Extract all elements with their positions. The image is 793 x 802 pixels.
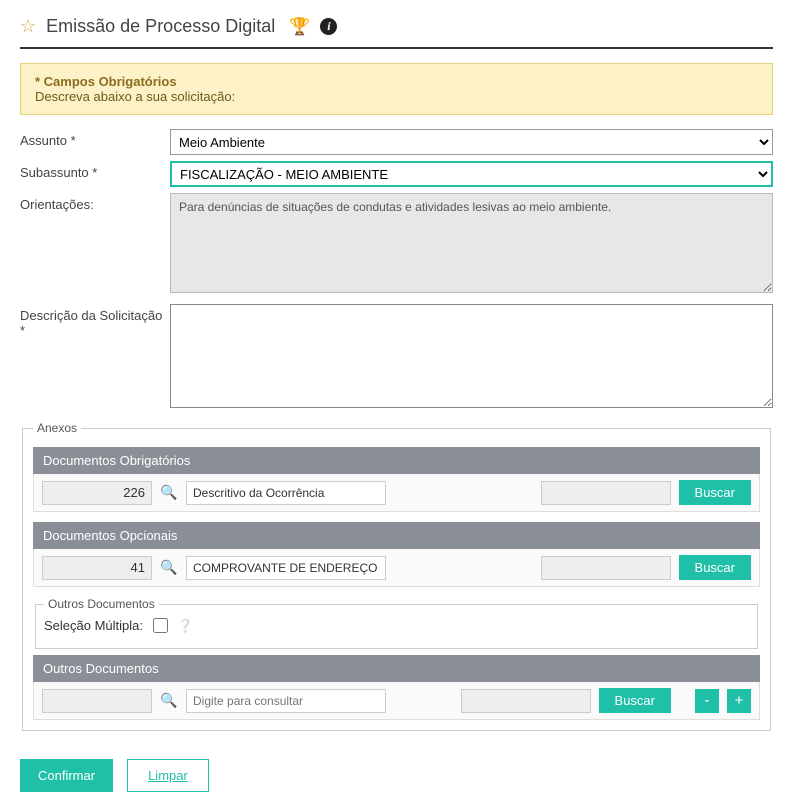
subassunto-label: Subassunto * (20, 161, 170, 180)
subassunto-select[interactable]: FISCALIZAÇÃO - MEIO AMBIENTE (170, 161, 773, 187)
assunto-label: Assunto * (20, 129, 170, 148)
opcional-code (42, 556, 152, 580)
page-title: Emissão de Processo Digital (46, 16, 275, 37)
required-fields-notice: * Campos Obrigatórios Descreva abaixo a … (20, 63, 773, 115)
outros-file-slot (461, 689, 591, 713)
outros-fieldset: Outros Documentos Seleção Múltipla: ❔ (35, 597, 758, 649)
outros-legend: Outros Documentos (44, 597, 159, 611)
search-icon[interactable]: 🔍 (160, 559, 178, 576)
opcional-name (186, 556, 386, 580)
obrigatorio-buscar-button[interactable]: Buscar (679, 480, 751, 505)
info-icon[interactable]: i (320, 18, 337, 35)
search-icon[interactable]: 🔍 (160, 692, 178, 709)
outros-row: 🔍 Buscar - + (33, 682, 760, 720)
opcional-row: 🔍 Buscar (33, 549, 760, 587)
outros-search-input[interactable] (186, 689, 386, 713)
opcional-buscar-button[interactable]: Buscar (679, 555, 751, 580)
obrigatorios-header: Documentos Obrigatórios (33, 447, 760, 474)
page-header: ☆ Emissão de Processo Digital 🏆 i (20, 10, 773, 49)
trophy-icon[interactable]: 🏆 (289, 17, 310, 37)
opcionais-header: Documentos Opcionais (33, 522, 760, 549)
notice-instruction: Descreva abaixo a sua solicitação: (35, 89, 758, 104)
descricao-textarea[interactable] (170, 304, 773, 408)
clear-button[interactable]: Limpar (127, 759, 209, 792)
assunto-select[interactable]: Meio Ambiente (170, 129, 773, 155)
descricao-label: Descrição da Solicitação * (20, 304, 170, 338)
obrigatorio-name (186, 481, 386, 505)
anexos-fieldset: Anexos Documentos Obrigatórios 🔍 Buscar … (22, 421, 771, 731)
help-icon[interactable]: ❔ (177, 618, 193, 634)
star-icon[interactable]: ☆ (20, 16, 36, 37)
obrigatorio-code (42, 481, 152, 505)
confirm-button[interactable]: Confirmar (20, 759, 113, 792)
outros-buscar-button[interactable]: Buscar (599, 688, 671, 713)
required-label: * Campos Obrigatórios (35, 74, 758, 89)
form-actions: Confirmar Limpar (20, 759, 773, 792)
multipla-checkbox[interactable] (153, 618, 168, 633)
obrigatorio-row: 🔍 Buscar (33, 474, 760, 512)
orientacoes-textarea: Para denúncias de situações de condutas … (170, 193, 773, 293)
add-row-button[interactable]: + (727, 689, 751, 713)
search-icon[interactable]: 🔍 (160, 484, 178, 501)
anexos-legend: Anexos (33, 421, 81, 435)
outros-header: Outros Documentos (33, 655, 760, 682)
orientacoes-label: Orientações: (20, 193, 170, 212)
outros-code (42, 689, 152, 713)
opcional-file-slot (541, 556, 671, 580)
remove-row-button[interactable]: - (695, 689, 719, 713)
obrigatorio-file-slot (541, 481, 671, 505)
multipla-label: Seleção Múltipla: (44, 618, 143, 633)
